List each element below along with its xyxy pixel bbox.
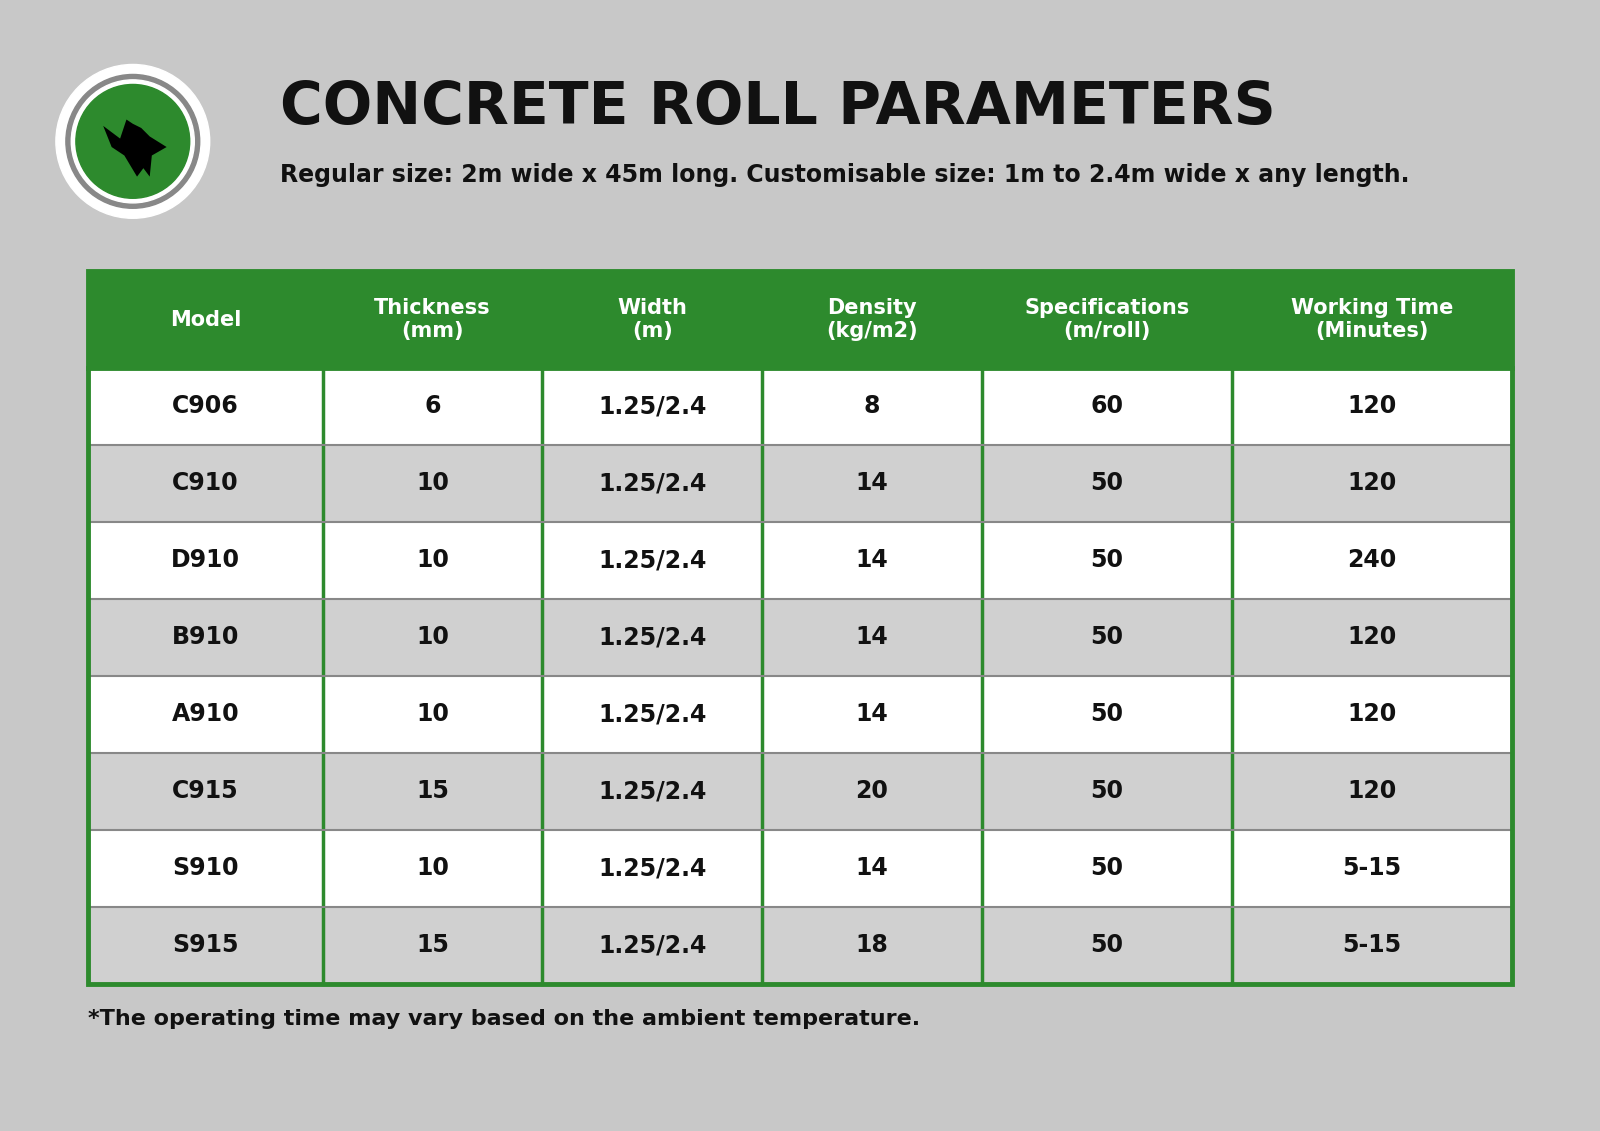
Ellipse shape xyxy=(75,85,190,198)
Text: C906: C906 xyxy=(173,394,238,418)
Text: B910: B910 xyxy=(171,625,238,649)
Text: D910: D910 xyxy=(171,549,240,572)
Ellipse shape xyxy=(56,64,210,218)
Bar xyxy=(88,907,1512,984)
Text: Density
(kg/m2): Density (kg/m2) xyxy=(826,297,918,342)
Bar xyxy=(88,598,1512,676)
Text: 14: 14 xyxy=(856,472,888,495)
Text: 15: 15 xyxy=(416,779,450,803)
Bar xyxy=(88,521,1512,598)
Text: 10: 10 xyxy=(416,702,450,726)
Text: 60: 60 xyxy=(1090,394,1123,418)
Bar xyxy=(88,753,1512,830)
Text: 1.25/2.4: 1.25/2.4 xyxy=(598,933,707,958)
Text: 10: 10 xyxy=(416,549,450,572)
Text: Regular size: 2m wide x 45m long. Customisable size: 1m to 2.4m wide x any lengt: Regular size: 2m wide x 45m long. Custom… xyxy=(280,163,1410,188)
Text: Model: Model xyxy=(170,310,242,329)
Text: 14: 14 xyxy=(856,625,888,649)
Ellipse shape xyxy=(72,80,194,202)
Text: 240: 240 xyxy=(1347,549,1397,572)
Text: 1.25/2.4: 1.25/2.4 xyxy=(598,549,707,572)
Text: 50: 50 xyxy=(1090,549,1123,572)
Text: Specifications
(m/roll): Specifications (m/roll) xyxy=(1024,297,1189,342)
Text: A910: A910 xyxy=(171,702,240,726)
Text: 120: 120 xyxy=(1347,779,1397,803)
Text: 50: 50 xyxy=(1090,933,1123,958)
Text: 1.25/2.4: 1.25/2.4 xyxy=(598,472,707,495)
Text: Thickness
(mm): Thickness (mm) xyxy=(374,297,491,342)
Text: 50: 50 xyxy=(1090,625,1123,649)
Text: 14: 14 xyxy=(856,549,888,572)
Text: CONCRETE ROLL PARAMETERS: CONCRETE ROLL PARAMETERS xyxy=(280,79,1275,136)
Text: C915: C915 xyxy=(173,779,238,803)
Text: 20: 20 xyxy=(856,779,888,803)
Text: 50: 50 xyxy=(1090,472,1123,495)
Text: 10: 10 xyxy=(416,472,450,495)
Text: 120: 120 xyxy=(1347,472,1397,495)
Text: Width
(m): Width (m) xyxy=(618,297,688,342)
Text: 5-15: 5-15 xyxy=(1342,933,1402,958)
Text: 14: 14 xyxy=(856,856,888,880)
Text: 14: 14 xyxy=(856,702,888,726)
Text: 1.25/2.4: 1.25/2.4 xyxy=(598,702,707,726)
Text: 18: 18 xyxy=(856,933,888,958)
Text: 1.25/2.4: 1.25/2.4 xyxy=(598,625,707,649)
Text: 120: 120 xyxy=(1347,702,1397,726)
Text: 50: 50 xyxy=(1090,779,1123,803)
Text: 10: 10 xyxy=(416,856,450,880)
Bar xyxy=(88,676,1512,753)
Text: 5-15: 5-15 xyxy=(1342,856,1402,880)
Bar xyxy=(88,271,1512,368)
Text: 1.25/2.4: 1.25/2.4 xyxy=(598,394,707,418)
Text: 1.25/2.4: 1.25/2.4 xyxy=(598,856,707,880)
Ellipse shape xyxy=(66,75,200,208)
Text: 8: 8 xyxy=(864,394,880,418)
Text: S915: S915 xyxy=(173,933,238,958)
Bar xyxy=(88,444,1512,521)
Text: 120: 120 xyxy=(1347,394,1397,418)
Bar xyxy=(88,368,1512,444)
Text: 120: 120 xyxy=(1347,625,1397,649)
Bar xyxy=(88,830,1512,907)
Text: 15: 15 xyxy=(416,933,450,958)
Text: 50: 50 xyxy=(1090,702,1123,726)
PathPatch shape xyxy=(102,120,166,176)
Bar xyxy=(88,271,1512,984)
Text: 6: 6 xyxy=(424,394,442,418)
Text: 10: 10 xyxy=(416,625,450,649)
Text: C910: C910 xyxy=(173,472,238,495)
Text: Working Time
(Minutes): Working Time (Minutes) xyxy=(1291,297,1453,342)
Text: S910: S910 xyxy=(173,856,238,880)
Text: 1.25/2.4: 1.25/2.4 xyxy=(598,779,707,803)
Text: *The operating time may vary based on the ambient temperature.: *The operating time may vary based on th… xyxy=(88,1009,920,1029)
Text: 50: 50 xyxy=(1090,856,1123,880)
